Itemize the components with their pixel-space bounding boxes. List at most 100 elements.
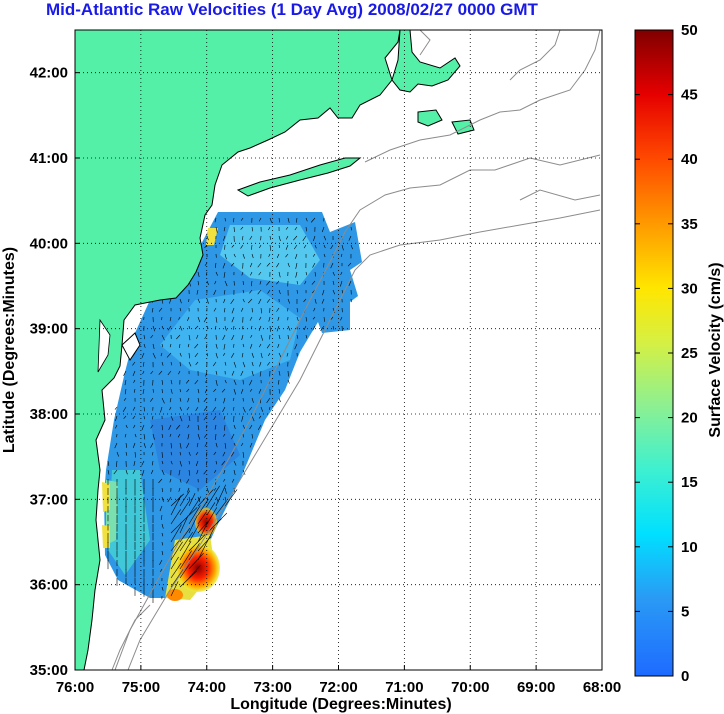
colorbar-tick-label: 20 (681, 410, 698, 427)
vector-arrow (295, 262, 298, 269)
vector-arrow (224, 379, 227, 384)
vector-arrow (260, 352, 263, 359)
vector-arrow (320, 325, 325, 331)
vector-arrow (161, 334, 165, 341)
y-tick-label: 35:00 (30, 662, 68, 679)
y-tick-label: 37:00 (30, 491, 68, 508)
vector-arrow (197, 511, 207, 525)
vector-arrow (224, 496, 227, 502)
vector-arrow (224, 489, 238, 507)
vector-arrow (249, 379, 253, 386)
vector-arrow (233, 388, 236, 395)
vector-arrow (170, 442, 172, 449)
vector-arrow (196, 469, 199, 475)
vector-arrow (194, 343, 199, 349)
vector-arrow (259, 244, 262, 249)
vector-arrow (176, 334, 181, 340)
vector-arrow (222, 334, 226, 341)
vector-arrow (250, 280, 253, 287)
vector-arrow (242, 406, 246, 413)
y-tick-label: 41:00 (30, 150, 68, 167)
vector-arrow (187, 316, 190, 322)
vector-arrow (231, 478, 235, 483)
colorbar-tick-label: 15 (681, 474, 698, 491)
vector-arrow (179, 490, 191, 507)
land-cape-cod (391, 30, 461, 93)
vector-arrow (304, 280, 307, 285)
x-tick-label: 70:00 (451, 679, 489, 696)
vector-arrow (186, 406, 190, 411)
y-axis: 35:00 36:00 37:00 38:00 39:00 40:00 41:00 42:00 (30, 65, 80, 679)
vector-arrow (143, 433, 146, 440)
vector-arrow (223, 307, 226, 313)
vector-arrow (161, 433, 164, 438)
vector-arrow (223, 289, 226, 295)
vector-arrow (332, 280, 335, 285)
vector-arrow (278, 217, 281, 223)
colorbar-tick-label: 50 (681, 22, 698, 39)
vector-arrow (332, 271, 335, 276)
vector-arrow (143, 415, 145, 420)
vector-arrows (107, 217, 353, 604)
vector-arrow (223, 343, 226, 350)
vector-arrow (293, 235, 298, 241)
vector-arrow (213, 487, 217, 491)
vector-arrow (203, 406, 208, 411)
vector-arrow (213, 388, 217, 393)
vector-arrow (205, 460, 208, 466)
vector-arrow (206, 487, 210, 493)
vector-arrow (278, 379, 280, 385)
vector-arrow (266, 298, 271, 303)
vector-arrow (150, 469, 154, 475)
vector-arrow (197, 271, 200, 277)
vector-arrow (287, 217, 290, 223)
colorbar-tick-label: 0 (681, 668, 689, 685)
vector-arrow (249, 388, 253, 392)
vector-arrow (179, 343, 181, 348)
vector-arrow (241, 271, 244, 276)
vector-arrow (258, 298, 262, 305)
vector-arrow (222, 352, 226, 356)
vector-arrow (278, 271, 281, 278)
vector-arrow (161, 460, 164, 465)
vector-arrow (332, 289, 335, 295)
vector-arrow (224, 442, 227, 449)
vector-arrow (285, 253, 289, 258)
vector-arrow (125, 469, 128, 475)
vector-arrow (251, 397, 254, 403)
colorbar-tick-label: 25 (681, 345, 698, 362)
vector-arrow (266, 343, 271, 349)
vector-arrow (350, 226, 352, 231)
vector-arrow (251, 352, 254, 358)
velocity-patch (150, 410, 240, 490)
vector-arrow (205, 478, 208, 483)
vector-arrow (305, 271, 308, 276)
vector-arrow (188, 524, 200, 543)
vector-arrow (268, 352, 271, 357)
vector-arrow (214, 397, 217, 402)
vector-arrow (178, 487, 181, 492)
vector-arrow (296, 289, 298, 294)
vector-arrow (312, 262, 316, 268)
vector-arrow (323, 253, 326, 258)
vector-arrow (231, 433, 235, 440)
vector-arrow (161, 541, 163, 546)
vector-arrow (294, 226, 298, 231)
vector-arrow (285, 235, 289, 240)
vector-arrow (232, 217, 235, 223)
vector-arrow (258, 388, 262, 394)
vector-arrow (269, 217, 272, 223)
vector-arrow (150, 424, 154, 429)
bay (97, 318, 111, 373)
vector-arrow (249, 424, 253, 430)
vector-arrow (179, 307, 182, 312)
vector-arrow (150, 370, 154, 375)
vector-arrow (233, 253, 236, 258)
vector-arrow (187, 433, 190, 440)
vector-arrow (107, 460, 110, 466)
vector-arrow (142, 388, 145, 394)
vector-arrow (260, 334, 264, 341)
vector-arrow (169, 316, 172, 322)
vector-arrow (195, 460, 199, 467)
x-tick-label: 75:00 (122, 679, 160, 696)
